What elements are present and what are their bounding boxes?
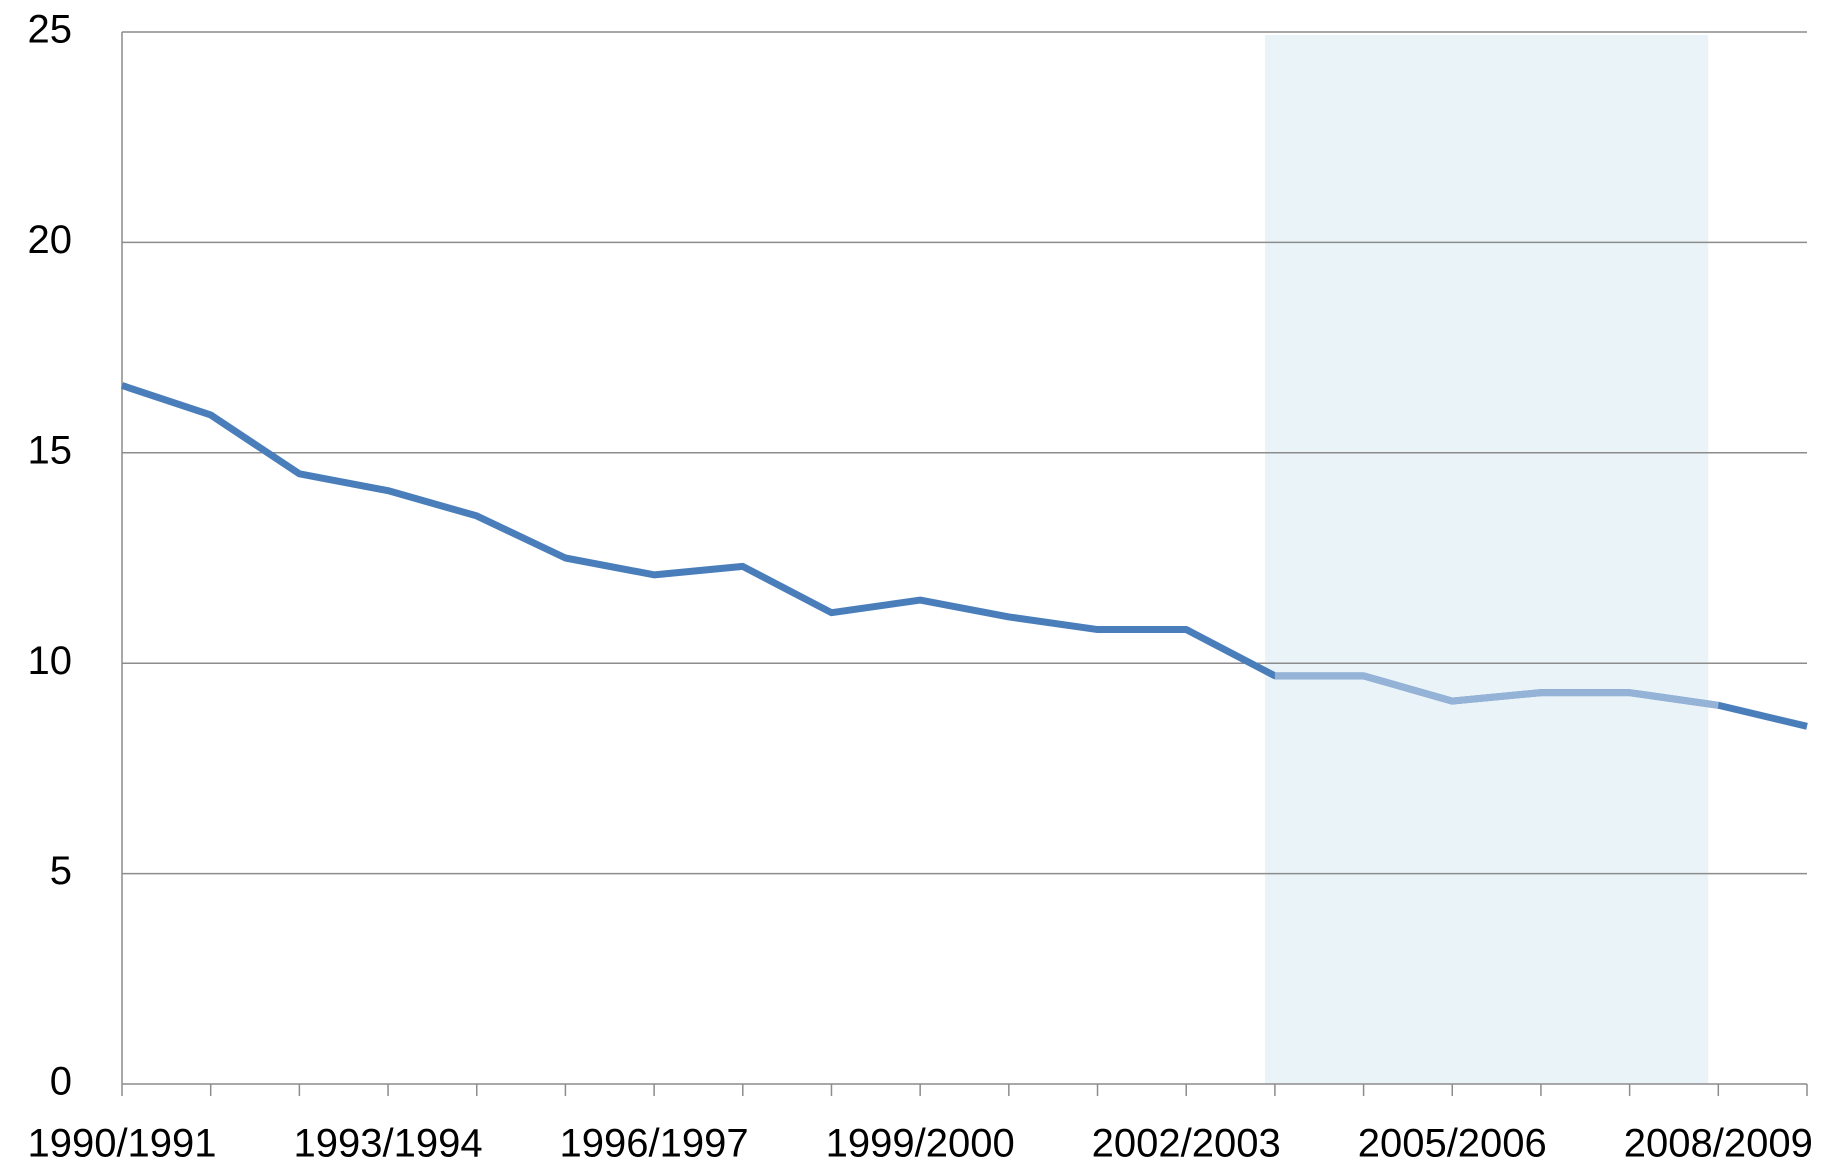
x-tick-label: 2002/2003 bbox=[1092, 1122, 1281, 1166]
y-tick-label: 20 bbox=[28, 218, 73, 262]
y-tick-label: 15 bbox=[28, 428, 73, 472]
x-tick-label: 1990/1991 bbox=[27, 1122, 216, 1166]
highlight-line bbox=[1274, 672, 1719, 709]
x-tick-label: 1999/2000 bbox=[826, 1122, 1015, 1166]
x-tick-label: 1996/1997 bbox=[560, 1122, 749, 1166]
y-tick-label: 5 bbox=[50, 849, 72, 893]
x-tick-label: 2005/2006 bbox=[1358, 1122, 1547, 1166]
y-tick-label: 25 bbox=[28, 8, 73, 52]
x-tick-label: 2008/2009 bbox=[1624, 1122, 1813, 1166]
y-tick-label: 0 bbox=[50, 1060, 72, 1104]
x-tick-label: 1993/1994 bbox=[294, 1122, 483, 1166]
y-tick-label: 10 bbox=[28, 639, 73, 683]
highlight-band bbox=[1264, 35, 1709, 1084]
